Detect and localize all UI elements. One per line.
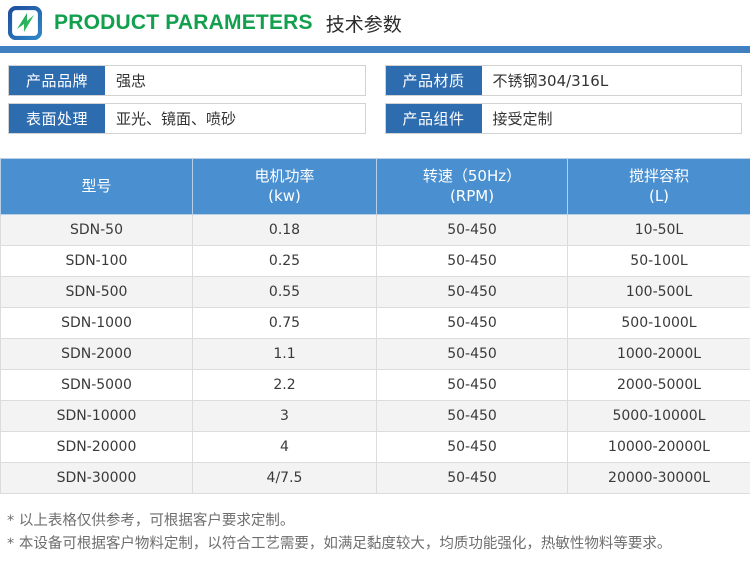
cell-model: SDN-5000 [0, 369, 193, 401]
cell-model: SDN-100 [0, 245, 193, 277]
info-box-surface-treatment: 表面处理 亚光、镜面、喷砂 [8, 103, 366, 134]
specification-table: 型号 电机功率 (kw) 转速（50Hz） (RPM) 搅拌容积 (L) SDN… [0, 158, 750, 494]
cell-power: 1.1 [192, 338, 377, 370]
info-box-brand: 产品品牌 强忠 [8, 65, 366, 96]
info-value: 亚光、镜面、喷砂 [105, 104, 365, 133]
column-header-line1: 型号 [81, 176, 112, 195]
info-grid: 产品品牌 强忠 产品材质 不锈钢304/316L 表面处理 亚光、镜面、喷砂 产… [0, 65, 750, 134]
logo-bolt-square-icon [7, 5, 43, 41]
footnotes: * 以上表格仅供参考，可根据客户要求定制。 * 本设备可根据客户物料定制，以符合… [0, 510, 750, 557]
column-header-power: 电机功率 (kw) [192, 158, 377, 215]
column-header-speed: 转速（50Hz） (RPM) [376, 158, 568, 215]
table-body: SDN-50 0.18 50-450 10-50L SDN-100 0.25 5… [0, 214, 750, 494]
cell-volume: 10-50L [567, 214, 750, 246]
info-value: 强忠 [105, 66, 365, 95]
column-header-line1: 电机功率 [254, 166, 315, 185]
cell-power: 2.2 [192, 369, 377, 401]
info-row: 产品品牌 强忠 产品材质 不锈钢304/316L [8, 65, 742, 96]
header-divider [0, 46, 750, 53]
table-row: SDN-20000 4 50-450 10000-20000L [0, 431, 750, 463]
table-row: SDN-5000 2.2 50-450 2000-5000L [0, 369, 750, 401]
info-box-material: 产品材质 不锈钢304/316L [384, 65, 742, 96]
cell-power: 4 [192, 431, 377, 463]
table-row: SDN-500 0.55 50-450 100-500L [0, 276, 750, 308]
page-title-cn: 技术参数 [325, 13, 402, 36]
cell-volume: 1000-2000L [567, 338, 750, 370]
table-row: SDN-100 0.25 50-450 50-100L [0, 245, 750, 277]
cell-volume: 20000-30000L [567, 462, 750, 494]
cell-model: SDN-1000 [0, 307, 193, 339]
cell-speed: 50-450 [376, 369, 568, 401]
table-row: SDN-50 0.18 50-450 10-50L [0, 214, 750, 246]
column-header-model: 型号 [0, 158, 193, 215]
column-header-line2: (L) [648, 186, 670, 205]
cell-power: 0.25 [192, 245, 377, 277]
cell-speed: 50-450 [376, 431, 568, 463]
cell-speed: 50-450 [376, 462, 568, 494]
column-header-line1: 转速（50Hz） [422, 166, 522, 185]
info-label: 产品品牌 [9, 66, 105, 95]
cell-model: SDN-30000 [0, 462, 193, 494]
column-header-line1: 搅拌容积 [628, 166, 689, 185]
info-label: 表面处理 [9, 104, 105, 133]
column-header-line2: (kw) [268, 186, 301, 205]
info-value: 接受定制 [481, 104, 741, 133]
footnote-line-2: * 本设备可根据客户物料定制，以符合工艺需要，如满足黏度较大，均质功能强化，热敏… [7, 536, 672, 553]
cell-volume: 2000-5000L [567, 369, 750, 401]
info-row: 表面处理 亚光、镜面、喷砂 产品组件 接受定制 [8, 103, 742, 134]
cell-power: 4/7.5 [192, 462, 377, 494]
cell-power: 3 [192, 400, 377, 432]
cell-power: 0.18 [192, 214, 377, 246]
table-row: SDN-30000 4/7.5 50-450 20000-30000L [0, 462, 750, 494]
info-value: 不锈钢304/316L [481, 66, 741, 95]
cell-speed: 50-450 [376, 338, 568, 370]
footnote-line-1: * 以上表格仅供参考，可根据客户要求定制。 [7, 513, 295, 529]
cell-model: SDN-500 [0, 276, 193, 308]
column-header-volume: 搅拌容积 (L) [567, 158, 750, 215]
table-header-row: 型号 电机功率 (kw) 转速（50Hz） (RPM) 搅拌容积 (L) [0, 158, 750, 215]
cell-model: SDN-20000 [0, 431, 193, 463]
cell-model: SDN-2000 [0, 338, 193, 370]
info-label: 产品组件 [385, 104, 482, 133]
cell-volume: 5000-10000L [567, 400, 750, 432]
info-label: 产品材质 [385, 66, 482, 95]
table-row: SDN-1000 0.75 50-450 500-1000L [0, 307, 750, 339]
cell-power: 0.55 [192, 276, 377, 308]
cell-speed: 50-450 [376, 400, 568, 432]
table-row: SDN-10000 3 50-450 5000-10000L [0, 400, 750, 432]
page-title-en: PRODUCT PARAMETERS [54, 11, 313, 34]
cell-volume: 500-1000L [567, 307, 750, 339]
cell-speed: 50-450 [376, 214, 568, 246]
column-header-line2: (RPM) [449, 186, 495, 205]
cell-speed: 50-450 [376, 276, 568, 308]
cell-model: SDN-10000 [0, 400, 193, 432]
page-header: PRODUCT PARAMETERS 技术参数 [0, 0, 750, 46]
cell-power: 0.75 [192, 307, 377, 339]
cell-volume: 10000-20000L [567, 431, 750, 463]
cell-speed: 50-450 [376, 307, 568, 339]
cell-volume: 50-100L [567, 245, 750, 277]
cell-model: SDN-50 [0, 214, 193, 246]
info-box-components: 产品组件 接受定制 [384, 103, 742, 134]
cell-speed: 50-450 [376, 245, 568, 277]
table-row: SDN-2000 1.1 50-450 1000-2000L [0, 338, 750, 370]
cell-volume: 100-500L [567, 276, 750, 308]
